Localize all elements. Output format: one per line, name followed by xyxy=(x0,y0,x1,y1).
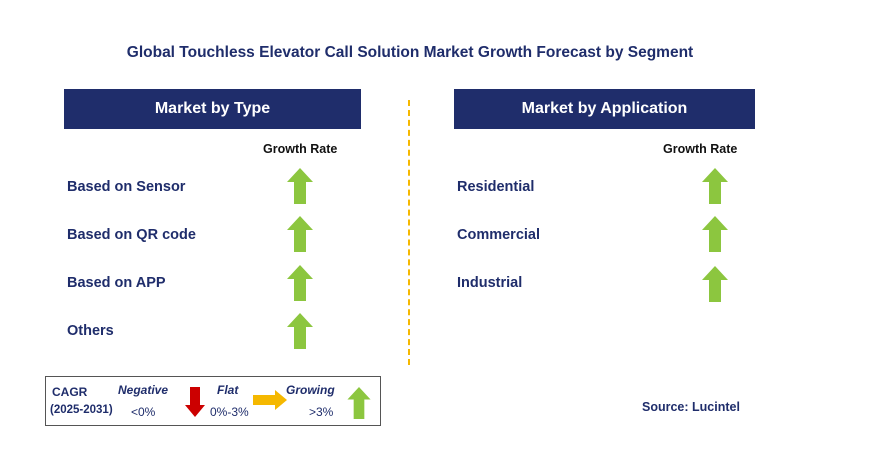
panel-divider xyxy=(408,100,410,365)
flat-arrow-icon xyxy=(253,390,287,410)
legend-flat-label: Flat xyxy=(217,383,239,397)
type-item-qr-code: Based on QR code xyxy=(67,227,196,243)
legend-growing-range: >3% xyxy=(309,405,334,419)
application-item-residential: Residential xyxy=(457,179,535,195)
up-arrow-icon xyxy=(287,265,313,301)
application-item-industrial: Industrial xyxy=(457,275,523,291)
chart-title: Global Touchless Elevator Call Solution … xyxy=(126,44,694,61)
type-item-others: Others xyxy=(67,323,114,339)
type-item-sensor: Based on Sensor xyxy=(67,179,186,195)
up-arrow-icon xyxy=(702,168,728,204)
up-arrow-icon xyxy=(347,387,371,419)
up-arrow-icon xyxy=(287,168,313,204)
cagr-legend: CAGR (2025-2031) Negative <0% Flat 0%-3%… xyxy=(45,376,381,426)
down-arrow-icon xyxy=(185,387,205,417)
legend-cagr-label: CAGR xyxy=(52,385,88,399)
legend-growing-label: Growing xyxy=(286,383,335,397)
market-by-type-header: Market by Type xyxy=(64,89,361,129)
legend-negative-range: <0% xyxy=(131,405,156,419)
up-arrow-icon xyxy=(287,313,313,349)
source-note: Source: Lucintel xyxy=(642,400,740,414)
application-item-commercial: Commercial xyxy=(457,227,541,243)
legend-flat-range: 0%-3% xyxy=(210,405,249,419)
up-arrow-icon xyxy=(702,216,728,252)
type-item-app: Based on APP xyxy=(67,275,166,291)
growth-rate-label-right: Growth Rate xyxy=(663,142,738,156)
up-arrow-icon xyxy=(287,216,313,252)
legend-period: (2025-2031) xyxy=(50,404,113,416)
legend-negative-label: Negative xyxy=(118,383,169,397)
up-arrow-icon xyxy=(702,266,728,302)
market-by-application-header: Market by Application xyxy=(454,89,755,129)
growth-rate-label-left: Growth Rate xyxy=(263,142,338,156)
